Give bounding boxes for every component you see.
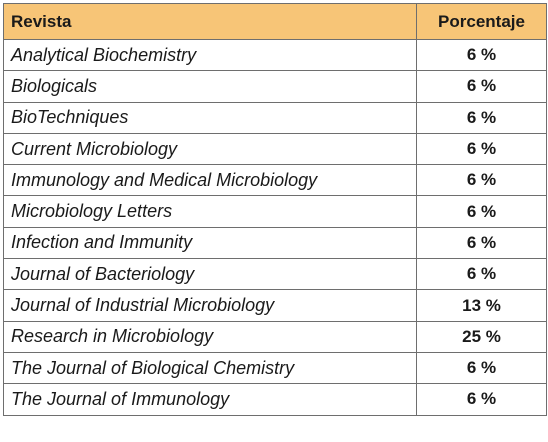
table-row: Current Microbiology 6 % — [3, 132, 547, 166]
percent-cell: 6 % — [416, 258, 547, 291]
percent-cell: 6 % — [416, 132, 547, 166]
table-body: Analytical Biochemistry 6 % Biologicals … — [3, 38, 547, 416]
journal-name-cell: Research in Microbiology — [3, 320, 417, 353]
journal-name-cell: Current Microbiology — [3, 132, 417, 166]
table-row: Research in Microbiology 25 % — [3, 320, 547, 353]
percent-cell: 6 % — [416, 70, 547, 103]
percent-cell: 13 % — [416, 289, 547, 322]
journal-name-cell: BioTechniques — [3, 101, 417, 134]
percent-cell: 6 % — [416, 38, 547, 72]
table-row: Journal of Bacteriology 6 % — [3, 258, 547, 291]
journal-name-cell: Infection and Immunity — [3, 226, 417, 260]
journal-percentage-table: Revista Porcentaje Analytical Biochemist… — [3, 3, 547, 416]
journal-name-cell: Journal of Bacteriology — [3, 258, 417, 291]
percent-cell: 6 % — [416, 164, 547, 197]
table-row: Analytical Biochemistry 6 % — [3, 38, 547, 72]
journal-name-cell: Biologicals — [3, 70, 417, 103]
table-row: Microbiology Letters 6 % — [3, 195, 547, 228]
percent-cell: 6 % — [416, 351, 547, 385]
percent-cell: 6 % — [416, 383, 547, 416]
percent-cell: 6 % — [416, 226, 547, 260]
header-row: Revista Porcentaje — [3, 3, 547, 40]
table-row: The Journal of Immunology 6 % — [3, 383, 547, 416]
journal-name-cell: Immunology and Medical Microbiology — [3, 164, 417, 197]
table-row: Infection and Immunity 6 % — [3, 226, 547, 260]
table-row: The Journal of Biological Chemistry 6 % — [3, 351, 547, 385]
table-row: Biologicals 6 % — [3, 70, 547, 103]
header-revista: Revista — [3, 3, 417, 40]
table-row: Journal of Industrial Microbiology 13 % — [3, 289, 547, 322]
journal-name-cell: Analytical Biochemistry — [3, 38, 417, 72]
journal-name-cell: Journal of Industrial Microbiology — [3, 289, 417, 322]
header-porcentaje: Porcentaje — [416, 3, 547, 40]
table-row: BioTechniques 6 % — [3, 101, 547, 134]
percent-cell: 6 % — [416, 195, 547, 228]
table-header: Revista Porcentaje — [3, 3, 547, 40]
journal-name-cell: Microbiology Letters — [3, 195, 417, 228]
percent-cell: 25 % — [416, 320, 547, 353]
journal-name-cell: The Journal of Immunology — [3, 383, 417, 416]
percent-cell: 6 % — [416, 101, 547, 134]
journal-name-cell: The Journal of Biological Chemistry — [3, 351, 417, 385]
table-row: Immunology and Medical Microbiology 6 % — [3, 164, 547, 197]
